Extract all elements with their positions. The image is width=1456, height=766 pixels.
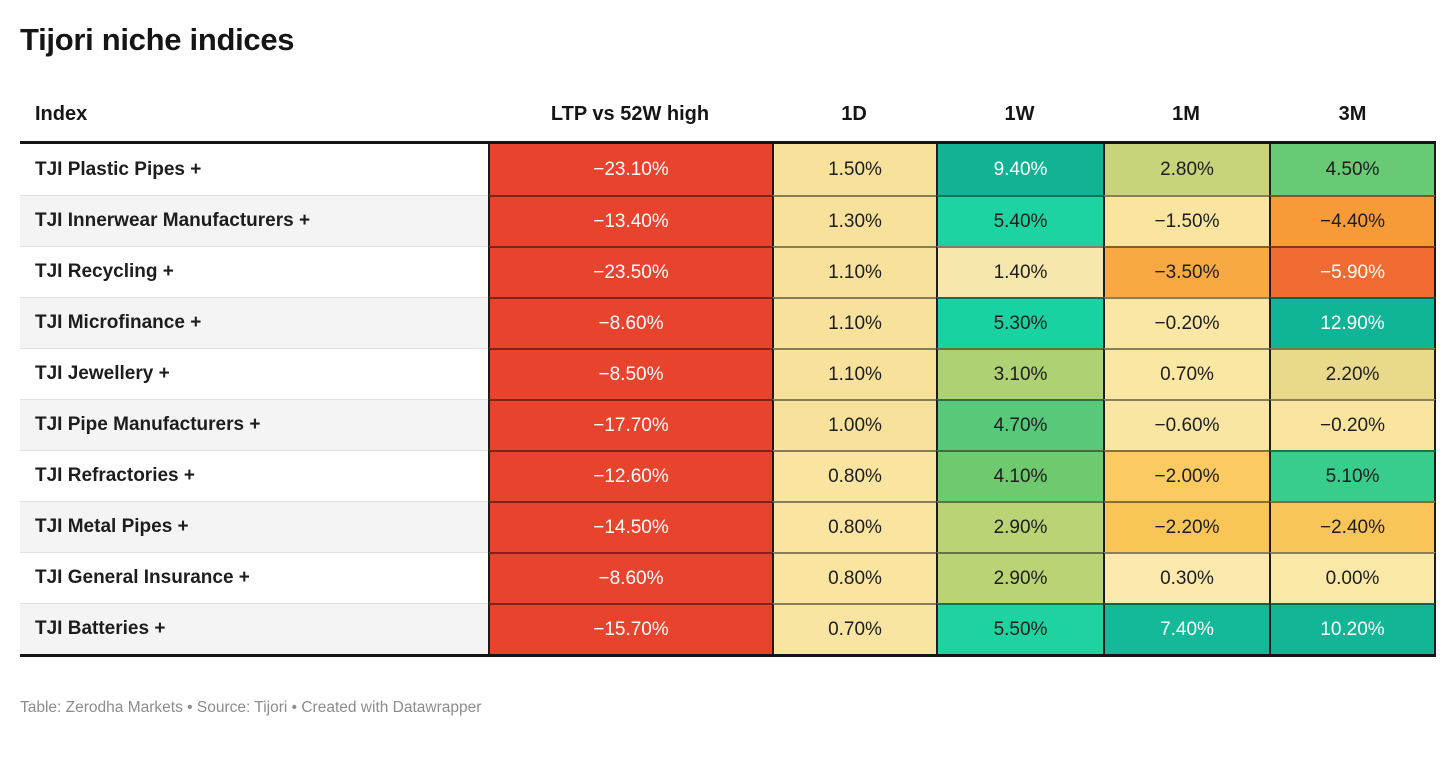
index-name-cell[interactable]: TJI Jewellery + <box>20 348 488 399</box>
change-1w-cell: 5.50% <box>936 603 1103 654</box>
change-1d-cell: 0.80% <box>772 450 936 501</box>
ltp-52w-high-cell: −14.50% <box>488 501 772 552</box>
change-1w-cell: 2.90% <box>936 552 1103 603</box>
change-1w-cell: 4.70% <box>936 399 1103 450</box>
table-footer-credits: Table: Zerodha Markets • Source: Tijori … <box>20 699 482 716</box>
table-row: TJI Jewellery + −8.50% 1.10% 3.10% 0.70%… <box>20 348 1436 399</box>
column-header-3m: 3M <box>1338 103 1367 125</box>
change-3m-cell: −0.20% <box>1269 399 1436 450</box>
ltp-52w-high-cell: −8.60% <box>488 552 772 603</box>
change-1w-cell: 4.10% <box>936 450 1103 501</box>
change-3m-cell: 10.20% <box>1269 603 1436 654</box>
table-row: TJI Pipe Manufacturers + −17.70% 1.00% 4… <box>20 399 1436 450</box>
ltp-52w-high-cell: −15.70% <box>488 603 772 654</box>
table-body: TJI Plastic Pipes + −23.10% 1.50% 9.40% … <box>20 144 1436 657</box>
change-1w-cell: 2.90% <box>936 501 1103 552</box>
change-3m-cell: 12.90% <box>1269 297 1436 348</box>
table-row: TJI Refractories + −12.60% 0.80% 4.10% −… <box>20 450 1436 501</box>
change-3m-cell: 0.00% <box>1269 552 1436 603</box>
change-1w-cell: 9.40% <box>936 144 1103 195</box>
change-1w-cell: 3.10% <box>936 348 1103 399</box>
index-name-cell[interactable]: TJI Innerwear Manufacturers + <box>20 195 488 246</box>
column-header-ltp-52w-high: LTP vs 52W high <box>550 103 710 125</box>
change-1d-cell: 1.50% <box>772 144 936 195</box>
ltp-52w-high-cell: −13.40% <box>488 195 772 246</box>
change-1m-cell: 7.40% <box>1103 603 1269 654</box>
change-1d-cell: 0.80% <box>772 552 936 603</box>
change-1d-cell: 0.80% <box>772 501 936 552</box>
index-name-cell[interactable]: TJI Recycling + <box>20 246 488 297</box>
change-3m-cell: 5.10% <box>1269 450 1436 501</box>
change-1w-cell: 5.40% <box>936 195 1103 246</box>
change-1m-cell: −2.20% <box>1103 501 1269 552</box>
change-1d-cell: 1.10% <box>772 348 936 399</box>
change-1m-cell: −0.20% <box>1103 297 1269 348</box>
index-name-cell[interactable]: TJI Pipe Manufacturers + <box>20 399 488 450</box>
change-3m-cell: −4.40% <box>1269 195 1436 246</box>
change-1m-cell: 0.70% <box>1103 348 1269 399</box>
table-row: TJI Metal Pipes + −14.50% 0.80% 2.90% −2… <box>20 501 1436 552</box>
change-1d-cell: 1.30% <box>772 195 936 246</box>
change-3m-cell: 4.50% <box>1269 144 1436 195</box>
ltp-52w-high-cell: −23.50% <box>488 246 772 297</box>
column-header-1w: 1W <box>1004 103 1035 125</box>
change-1m-cell: −3.50% <box>1103 246 1269 297</box>
change-1w-cell: 1.40% <box>936 246 1103 297</box>
table-row: TJI Microfinance + −8.60% 1.10% 5.30% −0… <box>20 297 1436 348</box>
index-name-cell[interactable]: TJI Plastic Pipes + <box>20 144 488 195</box>
change-3m-cell: −2.40% <box>1269 501 1436 552</box>
change-1d-cell: 1.10% <box>772 246 936 297</box>
index-name-cell[interactable]: TJI Batteries + <box>20 603 488 654</box>
indices-table: Index LTP vs 52W high 1D 1W 1M 3M TJI Pl… <box>20 88 1436 657</box>
page: Tijori niche indices Index LTP vs 52W hi… <box>20 22 1436 716</box>
change-1m-cell: −0.60% <box>1103 399 1269 450</box>
column-header-1m: 1M <box>1172 103 1200 125</box>
change-1d-cell: 0.70% <box>772 603 936 654</box>
index-name-cell[interactable]: TJI Metal Pipes + <box>20 501 488 552</box>
ltp-52w-high-cell: −12.60% <box>488 450 772 501</box>
table-row: TJI Recycling + −23.50% 1.10% 1.40% −3.5… <box>20 246 1436 297</box>
change-1d-cell: 1.00% <box>772 399 936 450</box>
change-1m-cell: −2.00% <box>1103 450 1269 501</box>
ltp-52w-high-cell: −8.50% <box>488 348 772 399</box>
change-1w-cell: 5.30% <box>936 297 1103 348</box>
column-header-index: Index <box>35 103 88 125</box>
table-row: TJI Plastic Pipes + −23.10% 1.50% 9.40% … <box>20 144 1436 195</box>
column-header-1d: 1D <box>841 103 867 125</box>
index-name-cell[interactable]: TJI General Insurance + <box>20 552 488 603</box>
index-name-cell[interactable]: TJI Microfinance + <box>20 297 488 348</box>
table-row: TJI Batteries + −15.70% 0.70% 5.50% 7.40… <box>20 603 1436 654</box>
page-title: Tijori niche indices <box>20 22 295 57</box>
change-1m-cell: 2.80% <box>1103 144 1269 195</box>
table-header-row: Index LTP vs 52W high 1D 1W 1M 3M <box>20 88 1436 144</box>
table-row: TJI General Insurance + −8.60% 0.80% 2.9… <box>20 552 1436 603</box>
change-3m-cell: 2.20% <box>1269 348 1436 399</box>
change-3m-cell: −5.90% <box>1269 246 1436 297</box>
index-name-cell[interactable]: TJI Refractories + <box>20 450 488 501</box>
change-1m-cell: −1.50% <box>1103 195 1269 246</box>
ltp-52w-high-cell: −17.70% <box>488 399 772 450</box>
ltp-52w-high-cell: −23.10% <box>488 144 772 195</box>
table-row: TJI Innerwear Manufacturers + −13.40% 1.… <box>20 195 1436 246</box>
change-1m-cell: 0.30% <box>1103 552 1269 603</box>
ltp-52w-high-cell: −8.60% <box>488 297 772 348</box>
change-1d-cell: 1.10% <box>772 297 936 348</box>
